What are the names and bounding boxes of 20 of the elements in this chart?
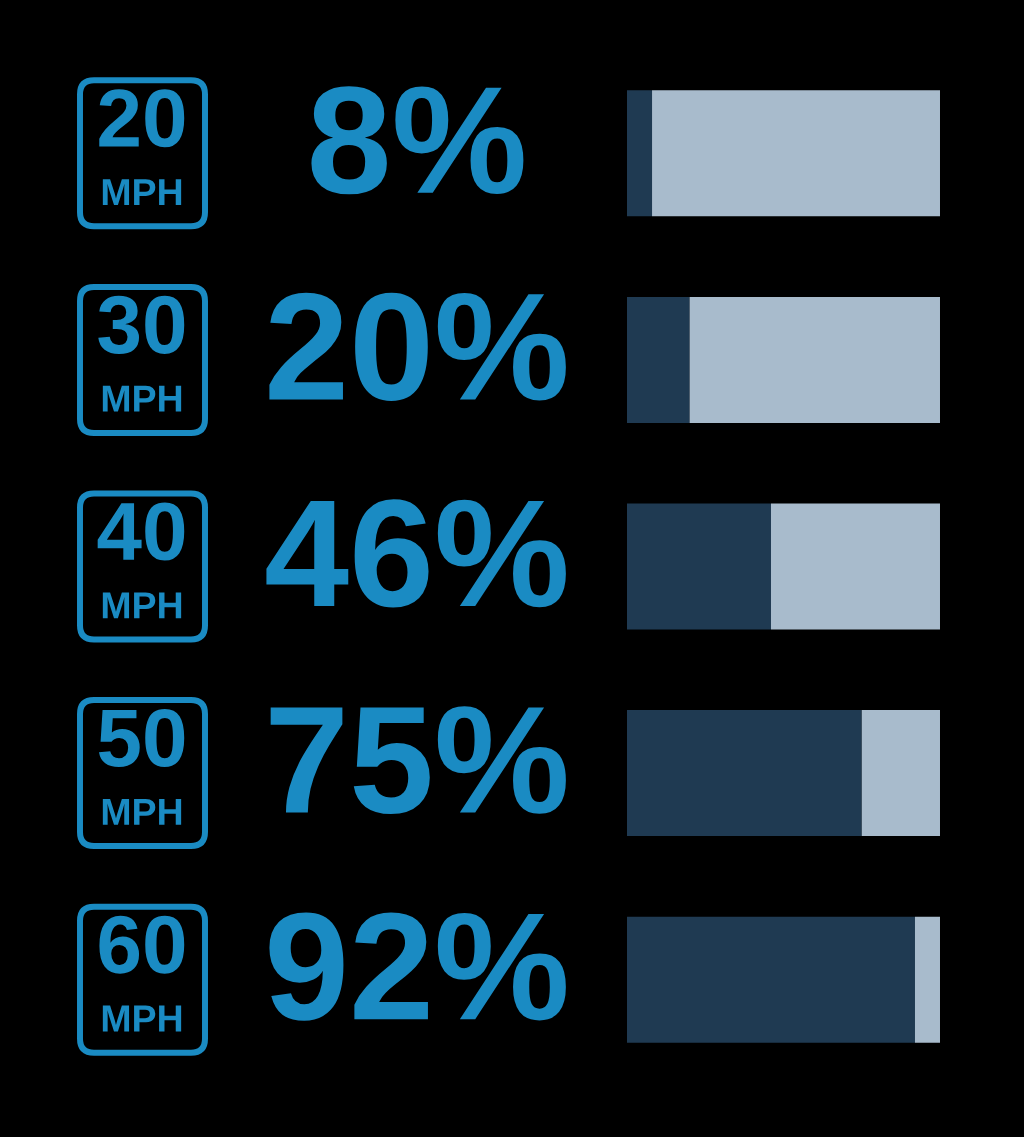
- data-label: 8%: [311, 86, 524, 195]
- y-tick-label: 30 MPH: [98, 295, 185, 412]
- data-label: 75%: [270, 706, 566, 815]
- bar: [627, 296, 690, 423]
- data-label: 20%: [269, 292, 566, 401]
- bar: [627, 710, 862, 837]
- bar: [861, 710, 940, 837]
- bar: [914, 916, 940, 1043]
- bar: [770, 503, 940, 630]
- bar: [689, 296, 940, 423]
- bar: [627, 90, 653, 217]
- bar: [627, 916, 915, 1043]
- bar: [627, 503, 771, 630]
- y-tick-label: 40 MPH: [97, 502, 185, 619]
- y-tick-label: 50 MPH: [98, 709, 185, 825]
- data-label: 46%: [266, 499, 566, 608]
- bar: [652, 90, 940, 217]
- y-tick-label: 60 MPH: [99, 915, 185, 1032]
- y-tick-label: 20 MPH: [99, 89, 185, 205]
- data-label: 92%: [269, 912, 566, 1021]
